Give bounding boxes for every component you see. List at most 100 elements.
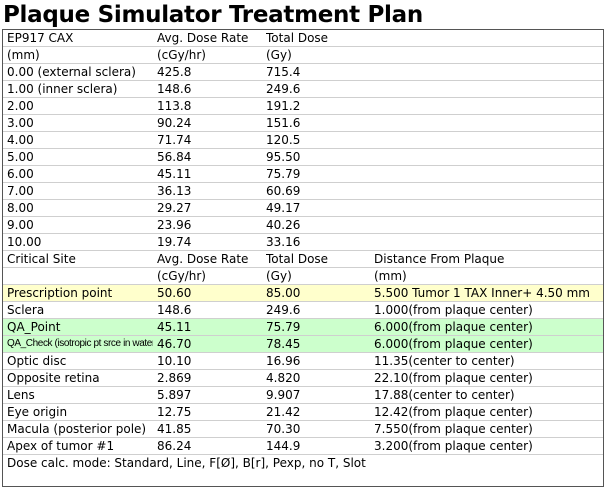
distance-cell: 3.200(from plaque center) xyxy=(374,439,533,453)
total-dose-cell: 75.79 xyxy=(266,320,301,334)
dose-rate-cell: 148.6 xyxy=(157,82,192,96)
total-dose-cell: 21.42 xyxy=(266,405,301,419)
depth-cell: 9.00 xyxy=(7,218,34,232)
total-dose-cell: 16.96 xyxy=(266,354,301,368)
site-cell: QA_Check (isotropic pt srce in water) xyxy=(7,338,153,349)
dose-rate-cell: 41.85 xyxy=(157,422,192,436)
site-cell: Opposite retina xyxy=(7,371,100,385)
cax-header-row: (mm) (cGy/hr) (Gy) xyxy=(3,47,603,64)
critical-site-row: QA_Point 45.11 75.79 6.000(from plaque cent… xyxy=(3,319,603,336)
site-cell: Optic disc xyxy=(7,354,67,368)
total-dose-cell: 144.9 xyxy=(266,439,301,453)
total-dose-cell: 78.45 xyxy=(266,337,301,351)
dose-rate-cell: 86.24 xyxy=(157,439,192,453)
site-cell: Apex of tumor #1 xyxy=(7,439,115,453)
distance-header: (mm) xyxy=(374,269,407,283)
total-dose-cell: 120.5 xyxy=(266,133,301,147)
critical-site-row: Opposite retina 2.869 4.820 22.10(from plaq… xyxy=(3,370,603,387)
cax-row: 3.00 90.24 151.6 xyxy=(3,115,603,132)
total-dose-cell: 40.26 xyxy=(266,218,301,232)
dose-rate-header: (cGy/hr) xyxy=(157,269,206,283)
depth-cell: 3.00 xyxy=(7,116,34,130)
cax-row: 10.00 19.74 33.16 xyxy=(3,234,603,251)
cax-row: 4.00 71.74 120.5 xyxy=(3,132,603,149)
cax-row: 5.00 56.84 95.50 xyxy=(3,149,603,166)
total-dose-cell: 191.2 xyxy=(266,99,301,113)
critical-site-row: Prescription point 50.60 85.00 5.500 Tumor … xyxy=(3,285,603,302)
distance-cell: 11.35(center to center) xyxy=(374,354,515,368)
cax-row: 0.00 (external sclera) 425.8 715.4 xyxy=(3,64,603,81)
dose-rate-cell: 29.27 xyxy=(157,201,192,215)
cax-row: 6.00 45.11 75.79 xyxy=(3,166,603,183)
dose-rate-cell: 148.6 xyxy=(157,303,192,317)
site-cell: Sclera xyxy=(7,303,45,317)
dose-rate-cell: 45.11 xyxy=(157,320,192,334)
page-title: Plaque Simulator Treatment Plan xyxy=(3,2,423,28)
distance-cell: 7.550(from plaque center) xyxy=(374,422,533,436)
dose-rate-cell: 50.60 xyxy=(157,286,192,300)
depth-cell: 5.00 xyxy=(7,150,34,164)
dose-rate-header: Avg. Dose Rate xyxy=(157,252,249,266)
depth-header: (mm) xyxy=(7,48,40,62)
cax-row: 8.00 29.27 49.17 xyxy=(3,200,603,217)
cax-header-row: EP917 CAX Avg. Dose Rate Total Dose xyxy=(3,30,603,47)
dose-rate-cell: 46.70 xyxy=(157,337,192,351)
total-dose-cell: 60.69 xyxy=(266,184,301,198)
site-header: Critical Site xyxy=(7,252,76,266)
dose-rate-cell: 19.74 xyxy=(157,235,192,249)
total-dose-cell: 70.30 xyxy=(266,422,301,436)
total-dose-cell: 95.50 xyxy=(266,150,301,164)
critical-site-row: Optic disc 10.10 16.96 11.35(center to cent… xyxy=(3,353,603,370)
depth-cell: 7.00 xyxy=(7,184,34,198)
critical-site-row: Eye origin 12.75 21.42 12.42(from plaque ce… xyxy=(3,404,603,421)
total-dose-cell: 715.4 xyxy=(266,65,301,79)
distance-cell: 5.500 Tumor 1 TAX Inner+ 4.50 mm xyxy=(374,286,590,300)
footer-row: Dose calc. mode: Standard, Line, F[Ø], B… xyxy=(3,455,603,472)
critical-header-row: Critical Site Avg. Dose Rate Total Dose Dis… xyxy=(3,251,603,268)
total-dose-cell: 33.16 xyxy=(266,235,301,249)
distance-cell: 17.88(center to center) xyxy=(374,388,515,402)
dose-rate-cell: 71.74 xyxy=(157,133,192,147)
total-dose-cell: 49.17 xyxy=(266,201,301,215)
dose-rate-cell: 425.8 xyxy=(157,65,192,79)
distance-header: Distance From Plaque xyxy=(374,252,505,266)
total-dose-cell: 75.79 xyxy=(266,167,301,181)
dose-rate-cell: 36.13 xyxy=(157,184,192,198)
depth-cell: 8.00 xyxy=(7,201,34,215)
dose-rate-header: Avg. Dose Rate xyxy=(157,31,249,45)
total-dose-header: (Gy) xyxy=(266,48,292,62)
dose-rate-cell: 23.96 xyxy=(157,218,192,232)
dose-rate-cell: 12.75 xyxy=(157,405,192,419)
total-dose-cell: 249.6 xyxy=(266,82,301,96)
dose-rate-cell: 90.24 xyxy=(157,116,192,130)
dose-rate-header: (cGy/hr) xyxy=(157,48,206,62)
dose-rate-cell: 5.897 xyxy=(157,388,192,402)
depth-cell: 1.00 (inner sclera) xyxy=(7,82,118,96)
site-cell: QA_Point xyxy=(7,320,61,334)
site-cell: Prescription point xyxy=(7,286,113,300)
total-dose-header: (Gy) xyxy=(266,269,292,283)
cax-row: 9.00 23.96 40.26 xyxy=(3,217,603,234)
depth-header: EP917 CAX xyxy=(7,31,74,45)
dose-rate-cell: 10.10 xyxy=(157,354,192,368)
distance-cell: 12.42(from plaque center) xyxy=(374,405,533,419)
cax-row: 2.00 113.8 191.2 xyxy=(3,98,603,115)
total-dose-cell: 9.907 xyxy=(266,388,301,402)
depth-cell: 2.00 xyxy=(7,99,34,113)
distance-cell: 1.000(from plaque center) xyxy=(374,303,533,317)
total-dose-cell: 249.6 xyxy=(266,303,301,317)
dose-rate-cell: 45.11 xyxy=(157,167,192,181)
critical-site-row: QA_Check (isotropic pt srce in water) 46.… xyxy=(3,336,603,353)
critical-header-row: (cGy/hr) (Gy) (mm) xyxy=(3,268,603,285)
cax-row: 7.00 36.13 60.69 xyxy=(3,183,603,200)
distance-cell: 6.000(from plaque center) xyxy=(374,337,533,351)
site-cell: Eye origin xyxy=(7,405,68,419)
cax-row: 1.00 (inner sclera) 148.6 249.6 xyxy=(3,81,603,98)
critical-site-row: Lens 5.897 9.907 17.88(center to center) xyxy=(3,387,603,404)
site-cell: Macula (posterior pole) xyxy=(7,422,147,436)
dose-rate-cell: 113.8 xyxy=(157,99,192,113)
depth-cell: 6.00 xyxy=(7,167,34,181)
depth-cell: 4.00 xyxy=(7,133,34,147)
critical-site-row: Apex of tumor #1 86.24 144.9 3.200(from pla… xyxy=(3,438,603,455)
total-dose-header: Total Dose xyxy=(266,252,329,266)
